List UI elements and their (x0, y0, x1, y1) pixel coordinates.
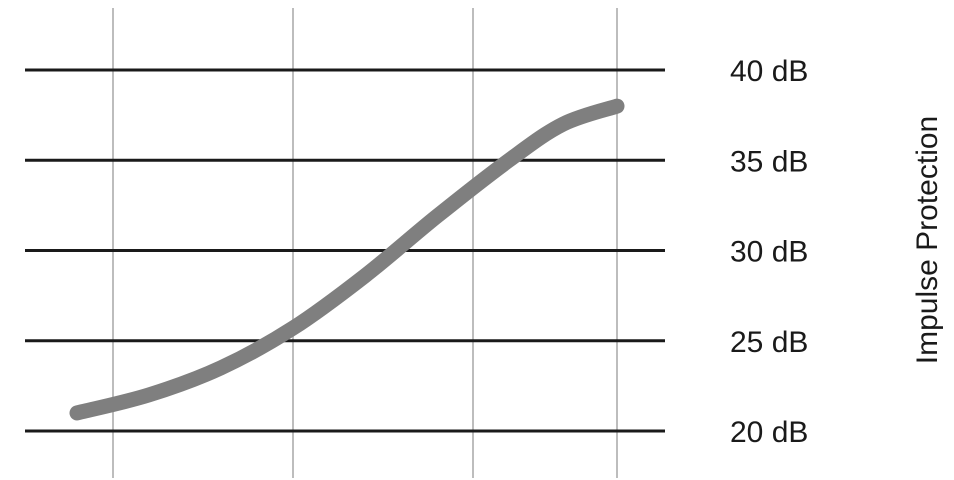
y-tick-label: 35 dB (730, 145, 808, 178)
y-tick-label: 40 dB (730, 55, 808, 88)
impulse-protection-curve (69, 98, 625, 421)
horizontal-gridlines (25, 68, 665, 433)
series-layer (69, 98, 625, 421)
y-axis-title: Impulse Protection (911, 116, 944, 364)
y-tick-label: 25 dB (730, 326, 808, 359)
y-tick-label: 30 dB (730, 236, 808, 269)
y-tick-label: 20 dB (730, 416, 808, 449)
vertical-gridlines (112, 8, 618, 478)
y-tick-labels: 20 dB 25 dB 30 dB 35 dB 40 dB (730, 55, 808, 449)
